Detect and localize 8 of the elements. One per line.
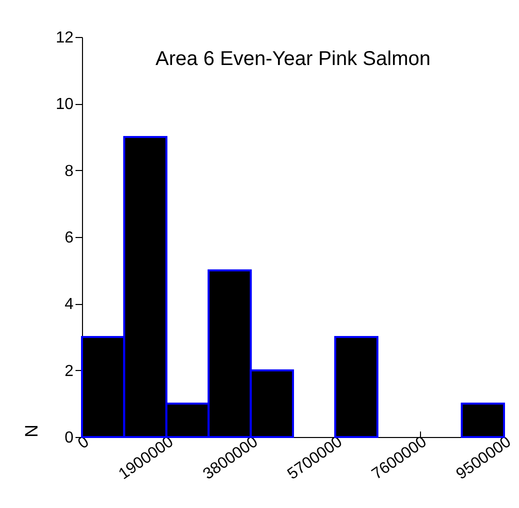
y-tick-label: 4 [64,296,74,314]
y-axis-title: N [22,424,42,438]
y-tick-label: 8 [64,162,74,180]
text: Area 6 Even-Year Pink Salmon [156,48,430,70]
y-tick-label: 12 [56,30,74,46]
y-tick-label: 10 [56,96,74,114]
y-tick-label: 2 [64,362,74,380]
y-tick-label: 6 [64,230,74,246]
